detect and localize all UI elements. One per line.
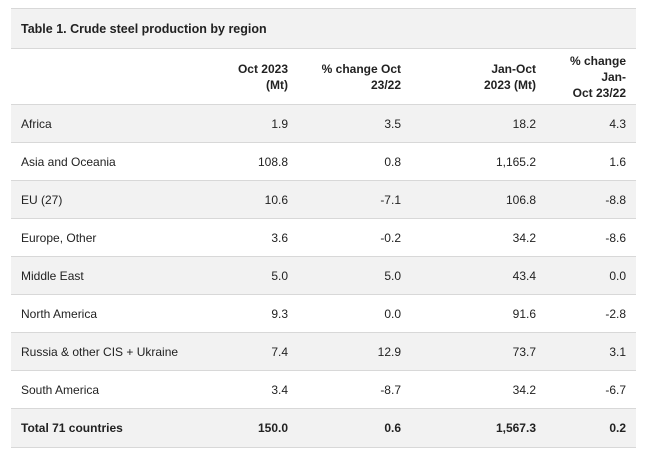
column-header-line: % change Jan- xyxy=(570,53,627,84)
jan-oct-2023-cell: 34.2 xyxy=(411,370,546,409)
column-header-region xyxy=(11,48,198,105)
table-caption-row: Table 1. Crude steel production by regio… xyxy=(11,9,637,49)
table-total-row: Total 71 countries 150.0 0.6 1,567.3 0.2 xyxy=(11,408,637,448)
table-row: Middle East 5.0 5.0 43.4 0.0 xyxy=(11,256,637,295)
oct-2023-cell: 7.4 xyxy=(198,332,298,371)
pct-change-oct-cell: 12.9 xyxy=(298,332,411,371)
region-cell: Middle East xyxy=(11,256,198,295)
pct-change-jan-oct-cell: -8.8 xyxy=(546,180,637,219)
table-header-row: Oct 2023 (Mt) % change Oct 23/22 Jan-Oct… xyxy=(11,48,637,105)
oct-2023-cell: 5.0 xyxy=(198,256,298,295)
jan-oct-2023-cell: 106.8 xyxy=(411,180,546,219)
total-pct-change-jan-oct-cell: 0.2 xyxy=(546,408,637,448)
region-cell: EU (27) xyxy=(11,180,198,219)
total-label-cell: Total 71 countries xyxy=(11,408,198,448)
table-row: EU (27) 10.6 -7.1 106.8 -8.8 xyxy=(11,180,637,219)
column-header-line: 23/22 xyxy=(370,77,401,92)
region-cell: South America xyxy=(11,370,198,409)
jan-oct-2023-cell: 73.7 xyxy=(411,332,546,371)
column-header-line: (Mt) xyxy=(266,77,288,92)
oct-2023-cell: 3.4 xyxy=(198,370,298,409)
pct-change-oct-cell: 5.0 xyxy=(298,256,411,295)
jan-oct-2023-cell: 18.2 xyxy=(411,104,546,143)
pct-change-jan-oct-cell: 3.1 xyxy=(546,332,637,371)
region-cell: Africa xyxy=(11,104,198,143)
total-pct-change-oct-cell: 0.6 xyxy=(298,408,411,448)
steel-production-table: Table 1. Crude steel production by regio… xyxy=(11,9,637,448)
region-cell: North America xyxy=(11,294,198,333)
table-row: Asia and Oceania 108.8 0.8 1,165.2 1.6 xyxy=(11,142,637,181)
oct-2023-cell: 10.6 xyxy=(198,180,298,219)
pct-change-oct-cell: -0.2 xyxy=(298,218,411,257)
jan-oct-2023-cell: 1,165.2 xyxy=(411,142,546,181)
column-header-oct-2023: Oct 2023 (Mt) xyxy=(198,48,298,105)
column-header-line: Jan-Oct xyxy=(491,61,536,76)
column-header-line: % change Oct xyxy=(321,61,401,76)
pct-change-jan-oct-cell: -2.8 xyxy=(546,294,637,333)
table-caption: Table 1. Crude steel production by regio… xyxy=(11,9,637,49)
jan-oct-2023-cell: 43.4 xyxy=(411,256,546,295)
oct-2023-cell: 9.3 xyxy=(198,294,298,333)
pct-change-jan-oct-cell: 1.6 xyxy=(546,142,637,181)
pct-change-jan-oct-cell: -8.6 xyxy=(546,218,637,257)
oct-2023-cell: 108.8 xyxy=(198,142,298,181)
table-row: South America 3.4 -8.7 34.2 -6.7 xyxy=(11,370,637,409)
column-header-line: Oct 2023 xyxy=(237,61,288,76)
column-header-line: Oct 23/22 xyxy=(572,85,627,100)
total-oct-2023-cell: 150.0 xyxy=(198,408,298,448)
region-cell: Russia & other CIS + Ukraine xyxy=(11,332,198,371)
oct-2023-cell: 3.6 xyxy=(198,218,298,257)
pct-change-oct-cell: 0.0 xyxy=(298,294,411,333)
pct-change-oct-cell: 3.5 xyxy=(298,104,411,143)
column-header-jan-oct-2023: Jan-Oct 2023 (Mt) xyxy=(411,48,546,105)
pct-change-jan-oct-cell: 0.0 xyxy=(546,256,637,295)
column-header-pct-change-jan-oct: % change Jan- Oct 23/22 xyxy=(546,48,637,105)
column-header-pct-change-oct: % change Oct 23/22 xyxy=(298,48,411,105)
jan-oct-2023-cell: 34.2 xyxy=(411,218,546,257)
region-cell: Europe, Other xyxy=(11,218,198,257)
table-row: Russia & other CIS + Ukraine 7.4 12.9 73… xyxy=(11,332,637,371)
pct-change-jan-oct-cell: 4.3 xyxy=(546,104,637,143)
pct-change-oct-cell: -8.7 xyxy=(298,370,411,409)
pct-change-oct-cell: -7.1 xyxy=(298,180,411,219)
pct-change-oct-cell: 0.8 xyxy=(298,142,411,181)
table-row: North America 9.3 0.0 91.6 -2.8 xyxy=(11,294,637,333)
jan-oct-2023-cell: 91.6 xyxy=(411,294,546,333)
table-row: Europe, Other 3.6 -0.2 34.2 -8.6 xyxy=(11,218,637,257)
column-header-line: 2023 (Mt) xyxy=(483,77,536,92)
region-cell: Asia and Oceania xyxy=(11,142,198,181)
pct-change-jan-oct-cell: -6.7 xyxy=(546,370,637,409)
total-jan-oct-2023-cell: 1,567.3 xyxy=(411,408,546,448)
oct-2023-cell: 1.9 xyxy=(198,104,298,143)
table-row: Africa 1.9 3.5 18.2 4.3 xyxy=(11,104,637,143)
steel-production-table-container: Table 1. Crude steel production by regio… xyxy=(11,8,637,448)
